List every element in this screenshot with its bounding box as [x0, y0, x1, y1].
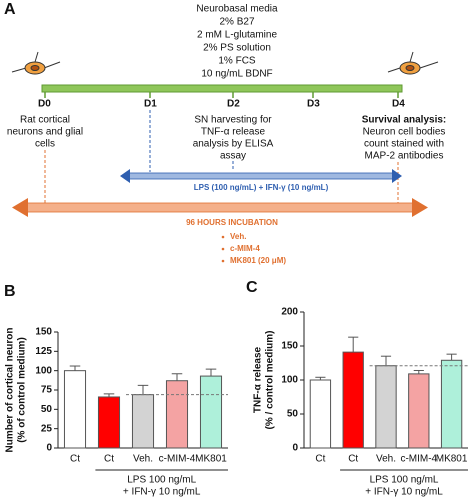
x-tick-label: Ct — [70, 454, 80, 465]
group-label: + IFN-γ 10 ng/mL — [365, 487, 443, 498]
incubation-arrow — [12, 198, 428, 217]
bullets: Veh. c-MIM-4 MK801 (20 μM) — [221, 232, 286, 265]
y-tick-label: 150 — [281, 341, 298, 352]
bullet: Veh. — [230, 232, 246, 241]
x-tick-label: c-MIM-4 — [400, 454, 437, 465]
x-tick-label: MK801 — [195, 454, 227, 465]
media-line: 2% B27 — [219, 17, 254, 28]
bar — [97, 396, 121, 449]
panel-label: A — [4, 1, 16, 18]
note-line: MAP-2 antibodies — [365, 151, 444, 162]
day-label: D1 — [144, 99, 157, 110]
day-label: D4 — [392, 99, 405, 110]
note-line: SN harvesting for — [194, 115, 272, 126]
x-tick-label: Veh. — [376, 454, 396, 465]
group-label: LPS 100 ng/mL — [127, 475, 196, 486]
x-tick-label: Ct — [315, 454, 325, 465]
note-line: count stained with — [364, 139, 444, 150]
bar — [131, 394, 155, 449]
day-label: D2 — [227, 99, 240, 110]
media-line: 10 ng/mL BDNF — [201, 69, 272, 80]
panel-label: B — [4, 283, 16, 300]
bar — [440, 359, 463, 449]
note-line: TNF-α release — [201, 127, 266, 138]
day-label: D0 — [38, 99, 51, 110]
treatment-arrow — [120, 169, 402, 183]
bar — [165, 380, 189, 449]
x-tick-label: Veh. — [133, 454, 153, 465]
bar — [342, 351, 364, 449]
y-tick-label: 100 — [35, 365, 52, 376]
media-line: 1% FCS — [218, 56, 256, 67]
note-line: Neuron cell bodies — [363, 127, 446, 138]
guides — [44, 110, 399, 203]
note-line: assay — [220, 151, 246, 162]
group-label: + IFN-γ 10 ng/mL — [123, 487, 201, 498]
y-tick-label: 150 — [35, 327, 52, 338]
x-tick-label: MK801 — [436, 454, 468, 465]
d0-note: Rat cortical neurons and glial cells — [7, 115, 83, 150]
d4-note: Survival analysis: Neuron cell bodies co… — [362, 115, 447, 162]
incubation-label: 96 HOURS INCUBATION — [186, 218, 278, 227]
bar — [408, 373, 430, 449]
media-line: 2 mM L-glutamine — [197, 30, 277, 41]
bar — [309, 379, 332, 449]
d2-note: SN harvesting for TNF-α release analysis… — [193, 115, 274, 162]
note-line: analysis by ELISA — [193, 139, 274, 150]
day-labels: D0 D1 D2 D3 D4 — [38, 99, 405, 110]
bullet: c-MIM-4 — [230, 244, 260, 253]
x-tick-label: Ct — [348, 454, 358, 465]
y-axis-label: TNF-α release — [253, 346, 264, 413]
timeline-bar — [41, 84, 403, 93]
x-tick-label: c-MIM-4 — [159, 454, 196, 465]
media-line: Neurobasal media — [196, 4, 278, 15]
media-line: 2% PS solution — [203, 43, 271, 54]
y-tick-label: 200 — [281, 307, 298, 318]
bullet: MK801 (20 μM) — [230, 256, 286, 265]
bar — [199, 375, 223, 449]
y-axis-label: (% / control medium) — [265, 331, 276, 430]
note-title: Survival analysis: — [362, 115, 447, 126]
neuron-icon — [11, 51, 439, 75]
panel-label: C — [246, 279, 258, 296]
timeline-ticks — [44, 92, 399, 98]
x-tick-label: Ct — [104, 454, 114, 465]
y-tick-label: 125 — [35, 346, 52, 357]
bar — [63, 370, 87, 449]
note-line: Rat cortical — [20, 115, 70, 126]
note-line: cells — [35, 139, 55, 150]
group-label: LPS 100 ng/mL — [370, 475, 439, 486]
y-tick-label: 0 — [292, 443, 298, 454]
y-axis-label: Number of cortical neuron — [5, 327, 16, 452]
y-tick-label: 0 — [46, 443, 52, 454]
y-axis-label: (% of control medium) — [17, 337, 28, 443]
y-tick-label: 100 — [281, 375, 298, 386]
note-line: neurons and glial — [7, 127, 83, 138]
y-tick-label: 75 — [41, 385, 53, 396]
day-label: D3 — [307, 99, 320, 110]
y-tick-label: 25 — [41, 423, 53, 434]
y-tick-label: 50 — [41, 404, 53, 415]
treatment-label: LPS (100 ng/mL) + IFN-γ (10 ng/mL) — [194, 183, 329, 192]
media-list: Neurobasal media 2% B27 2 mM L-glutamine… — [196, 4, 278, 80]
y-tick-label: 50 — [287, 409, 299, 420]
bar — [375, 365, 397, 449]
